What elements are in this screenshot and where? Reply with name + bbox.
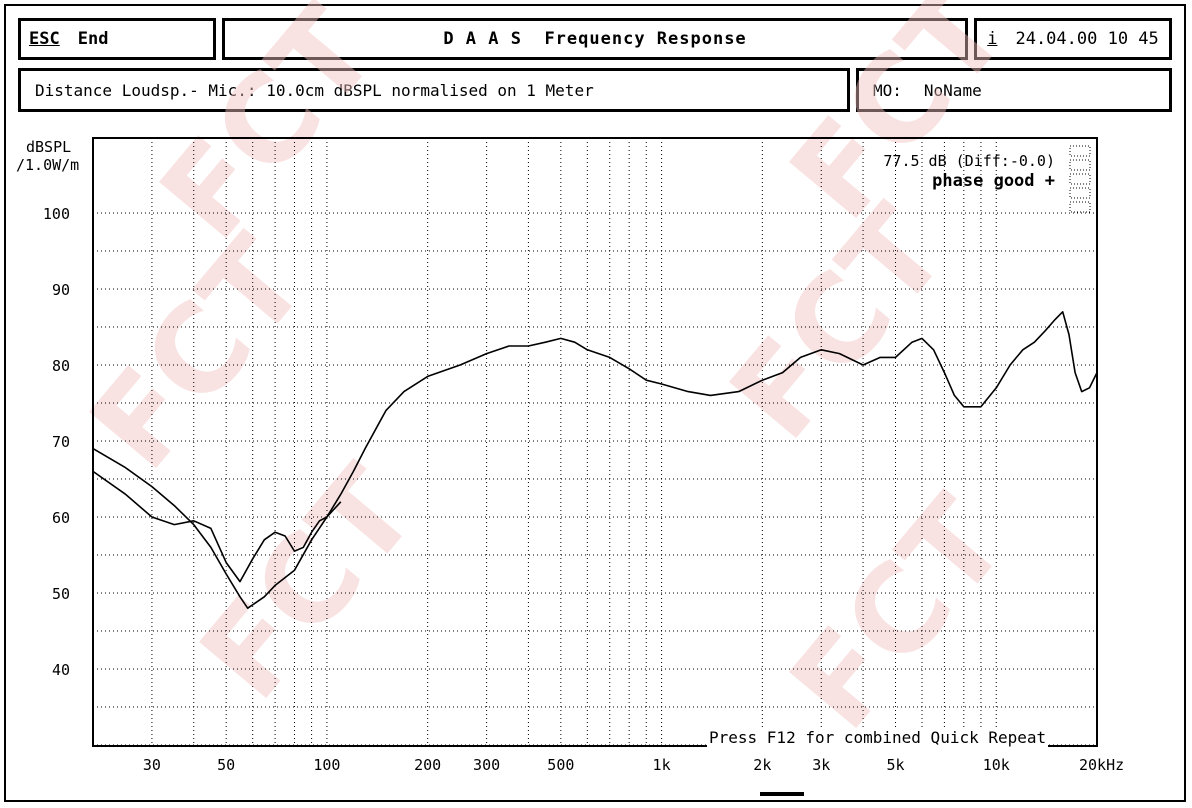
fct-watermark: FCT (135, 0, 403, 265)
series-line-2 (92, 470, 342, 583)
x-tick-label: 5k (886, 756, 904, 774)
x-tick-label: 200 (414, 756, 441, 774)
plot-option-button[interactable] (1069, 145, 1091, 157)
y-tick-label: 70 (52, 433, 70, 451)
fct-watermark: FCT (65, 213, 333, 495)
phase-status: phase good + (932, 171, 1055, 191)
info-datetime-button[interactable]: i 24.04.00 10 45 (974, 18, 1172, 60)
x-tick-label: 50 (217, 756, 235, 774)
plot-border (92, 137, 1098, 747)
fct-watermark: FCT (765, 473, 1033, 755)
fct-watermark: FCT (765, 0, 1033, 245)
mo-label: MO: (873, 80, 902, 100)
plot-scroll-buttons (1069, 145, 1091, 213)
x-tick-label: 30 (143, 756, 161, 774)
plot-option-button[interactable] (1069, 159, 1091, 171)
mo-value: NoName (923, 80, 982, 100)
axis-ticks: 100 90 80 70 60 50 40 30 50 100 200 300 500 1k 2k 3k 5k 1… (43, 205, 1124, 774)
window-title: D A A S Frequency Response (222, 18, 968, 60)
esc-end-button[interactable]: ESC End (18, 18, 216, 60)
y-axis-unit: /1.0W/m (16, 156, 80, 174)
scroll-indicator (760, 792, 804, 796)
level-readout: 77.5 dB (Diff:-0.0) (883, 152, 1055, 170)
y-tick-label: 90 (52, 281, 70, 299)
fct-watermark: FCT (175, 443, 443, 725)
esc-key-label: ESC (29, 29, 60, 49)
distance-text: Distance Loudsp.- Mic.: 10.0cm dBSPL nor… (35, 80, 594, 100)
plot-option-button[interactable] (1069, 173, 1091, 185)
footnote-hint: Press F12 for combined Quick Repeat (707, 728, 1049, 747)
series-line-1 (92, 311, 1098, 609)
x-tick-label: 500 (547, 756, 574, 774)
x-tick-label: 3k (812, 756, 830, 774)
x-tick-label: 1k (653, 756, 671, 774)
end-label: End (77, 29, 109, 49)
y-axis-label: dBSPL (26, 138, 72, 156)
datetime-text: 24.04.00 10 45 (1015, 29, 1159, 49)
window-frame (4, 4, 1186, 802)
plot-option-button[interactable] (1069, 201, 1091, 213)
distance-info: Distance Loudsp.- Mic.: 10.0cm dBSPL nor… (18, 68, 850, 112)
y-tick-label: 100 (43, 205, 70, 223)
x-tick-label: 300 (473, 756, 500, 774)
y-tick-label: 40 (52, 661, 70, 679)
mo-field[interactable]: MO: NoName (856, 68, 1172, 112)
title-text: D A A S Frequency Response (443, 29, 747, 49)
x-tick-label: 20kHz (1079, 756, 1124, 774)
y-tick-label: 60 (52, 509, 70, 527)
plot-option-button[interactable] (1069, 187, 1091, 199)
info-key-label: i (987, 29, 998, 49)
x-tick-label: 10k (983, 756, 1010, 774)
y-tick-label: 50 (52, 585, 70, 603)
fct-watermark: FCT (705, 183, 973, 465)
x-tick-label: 100 (313, 756, 340, 774)
plot-curves (92, 311, 1098, 609)
x-tick-label: 2k (753, 756, 771, 774)
y-tick-label: 80 (52, 357, 70, 375)
